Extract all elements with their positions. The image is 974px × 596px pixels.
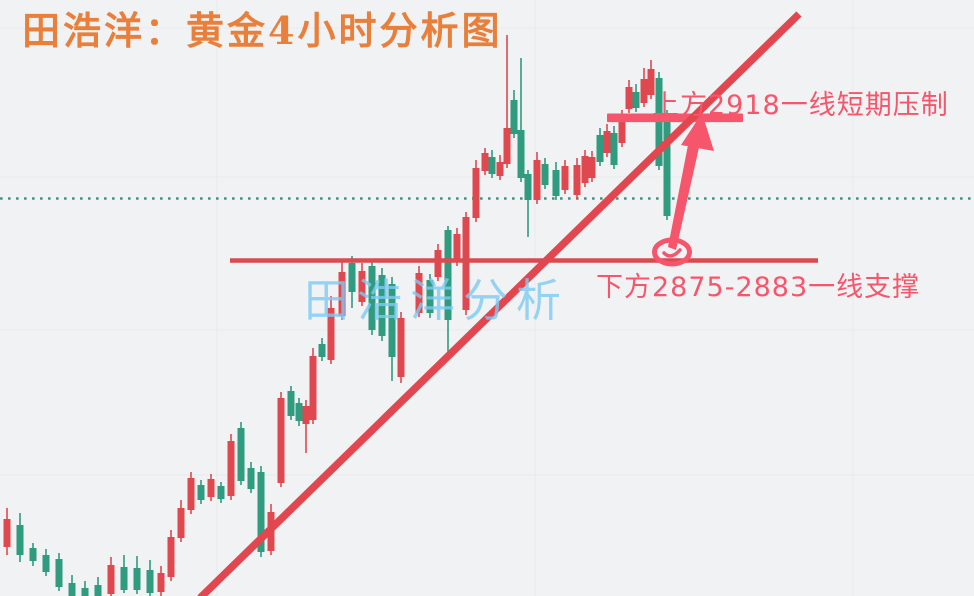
ascending-trendline [197,11,802,596]
candle-body [187,478,195,510]
candle-body [42,555,50,572]
resistance-bar [607,113,743,123]
candle-body [287,391,295,416]
candle-body [257,472,265,552]
candle-body [81,588,89,596]
candle-body [107,565,115,594]
highlight-ellipse [652,237,692,267]
candle-body [29,548,37,561]
candle-body [573,165,581,195]
candle-body [663,116,671,216]
candle-body [207,479,215,497]
candle-body [295,403,303,421]
candle-body [415,273,423,313]
candle-body [388,284,396,357]
candle-body [610,133,618,165]
up-arrow-shaft [668,140,700,250]
candle-body [640,79,648,103]
candle-body [227,441,235,496]
candle-body [378,275,386,336]
candle-body [488,157,496,174]
candle-body [318,344,326,357]
candle-body [167,537,175,577]
candle-body [302,406,310,424]
resistance-label: 上方2918一线短期压制 [652,90,949,121]
candle-body [552,170,560,196]
candle-body [632,92,640,108]
candle-body [338,272,346,316]
candle-body [596,135,604,162]
candle-body [68,583,76,596]
candle-body [625,87,633,109]
candle-body [217,486,225,499]
candle-body [481,153,489,171]
candle-body [618,117,626,143]
candle-body [561,166,569,190]
watermark: 田浩洋分析 [304,274,570,327]
candle-body [197,485,205,500]
candle-body [444,230,452,320]
candle-body [647,69,655,95]
candle-body [503,128,511,164]
candle-body [3,519,11,547]
candle-body [524,174,532,200]
candle-body [247,468,255,489]
candle-body [55,559,63,587]
up-arrow-head [681,113,714,151]
candle-body [358,271,366,302]
highlight-ellipse-squiggle [662,248,682,258]
candle-body [588,157,596,178]
candle-body [581,156,589,183]
page-title: 田浩洋：黄金4小时分析图 [22,8,503,53]
candle-body [177,508,185,538]
candle-body [277,398,285,483]
candle-body [327,308,335,360]
candle-body [120,567,128,590]
candle-body [496,162,504,176]
candle-body [434,250,442,277]
candle-body [348,263,356,292]
candle-body [157,573,165,592]
candle-body [510,100,518,134]
candle-body [533,160,541,200]
candle-body [94,585,102,596]
candle-body [133,568,141,590]
support-label: 下方2875-2883一线支撑 [596,272,921,303]
candle-body [309,356,317,420]
candle-body [426,280,434,313]
candle-body [472,168,480,218]
candle-body [462,217,470,310]
candle-body [16,525,24,555]
candle-body [541,164,549,185]
candle-body [517,130,525,178]
candle-body [237,428,245,481]
candle-body [368,266,376,330]
candle-body [146,570,154,593]
candle-body [397,318,405,377]
candle-body [453,234,461,262]
candle-body [603,131,611,153]
